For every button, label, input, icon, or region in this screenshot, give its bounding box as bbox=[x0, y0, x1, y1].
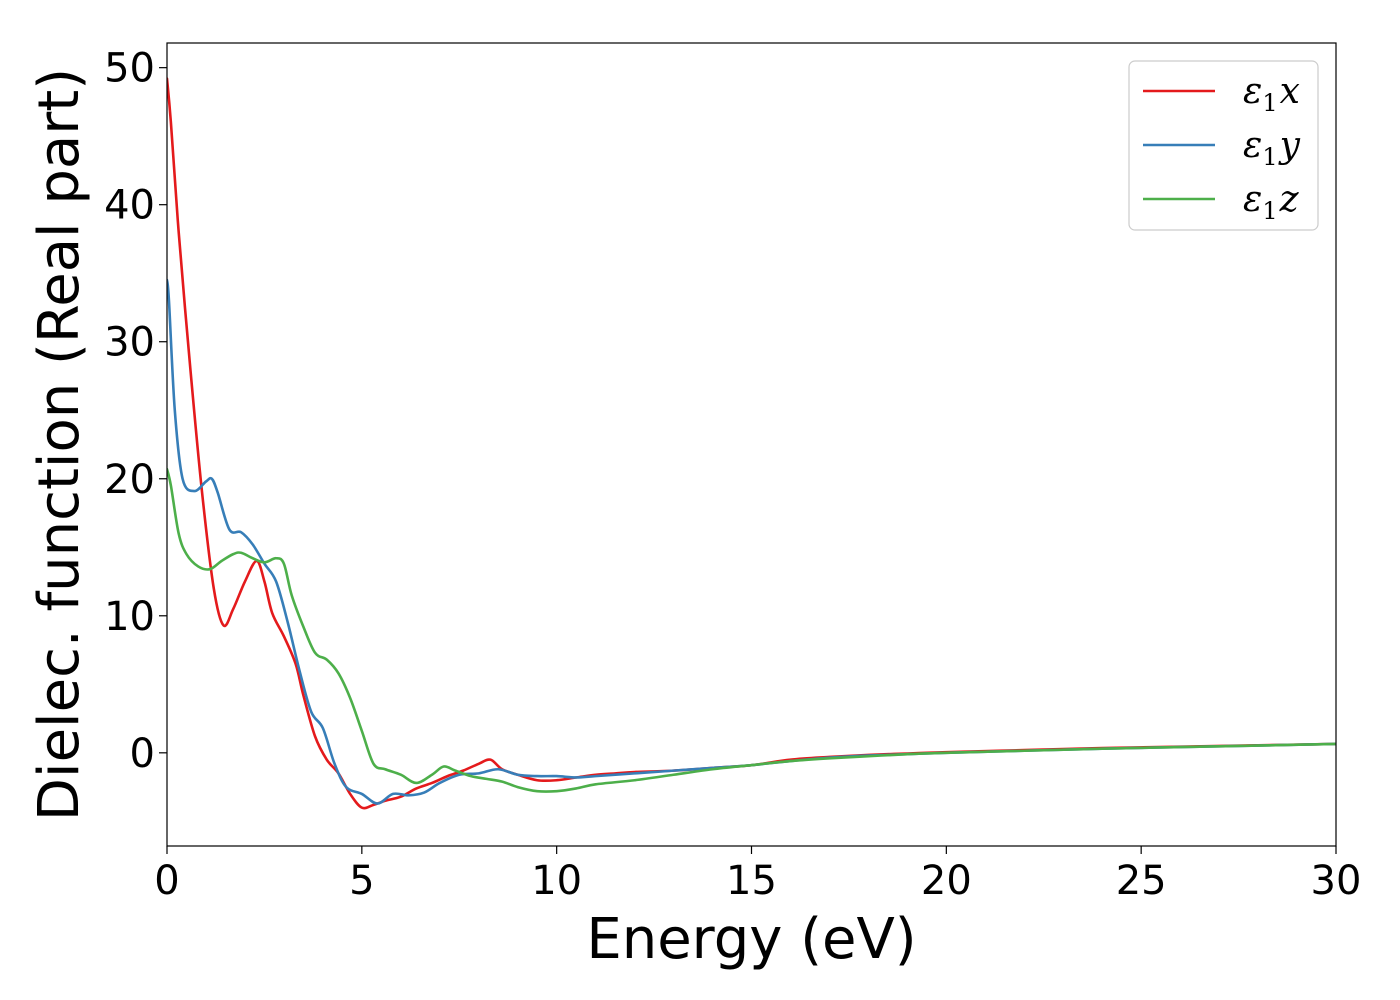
x-axis-ticks: 0 5 10 15 20 25 30 bbox=[154, 846, 1361, 904]
legend-label-z: ε1z bbox=[1243, 179, 1300, 225]
x-tick-label: 30 bbox=[1311, 858, 1362, 904]
series-layer bbox=[167, 77, 1336, 810]
y-tick-label: 50 bbox=[104, 46, 155, 92]
series-line-z bbox=[167, 467, 1336, 793]
legend-label-x: ε1x bbox=[1243, 71, 1300, 117]
legend: ε1x ε1y ε1z bbox=[1128, 60, 1319, 231]
y-axis-label: Dielec. function (Real part) bbox=[27, 68, 92, 821]
x-tick-label: 15 bbox=[726, 858, 777, 904]
y-tick-label: 20 bbox=[104, 457, 155, 503]
legend-box bbox=[1128, 60, 1319, 231]
x-tick-label: 0 bbox=[154, 858, 179, 904]
x-tick-label: 20 bbox=[921, 858, 972, 904]
legend-label-y: ε1y bbox=[1243, 125, 1301, 171]
y-tick-label: 30 bbox=[104, 320, 155, 366]
y-tick-label: 40 bbox=[104, 183, 155, 229]
x-axis-label: Energy (eV) bbox=[586, 907, 916, 972]
x-tick-label: 5 bbox=[349, 858, 374, 904]
y-tick-label: 0 bbox=[130, 731, 155, 777]
x-tick-label: 10 bbox=[531, 858, 582, 904]
y-tick-label: 10 bbox=[104, 594, 155, 640]
x-tick-label: 25 bbox=[1116, 858, 1167, 904]
y-axis-ticks: 0 10 20 30 40 50 bbox=[104, 46, 167, 777]
